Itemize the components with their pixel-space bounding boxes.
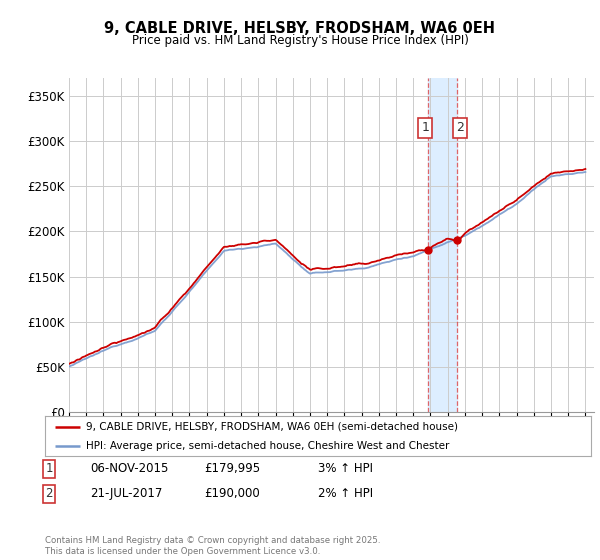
Text: 21-JUL-2017: 21-JUL-2017 — [90, 487, 163, 501]
Text: HPI: Average price, semi-detached house, Cheshire West and Chester: HPI: Average price, semi-detached house,… — [86, 441, 449, 450]
Text: £190,000: £190,000 — [204, 487, 260, 501]
Text: 1: 1 — [421, 122, 429, 134]
Text: 2: 2 — [456, 122, 464, 134]
Text: £179,995: £179,995 — [204, 462, 260, 475]
Text: Contains HM Land Registry data © Crown copyright and database right 2025.
This d: Contains HM Land Registry data © Crown c… — [45, 536, 380, 556]
Bar — [428, 78, 457, 412]
Text: 3% ↑ HPI: 3% ↑ HPI — [318, 462, 373, 475]
Text: 9, CABLE DRIVE, HELSBY, FRODSHAM, WA6 0EH: 9, CABLE DRIVE, HELSBY, FRODSHAM, WA6 0E… — [104, 21, 496, 36]
Text: 1: 1 — [46, 462, 53, 475]
Text: Price paid vs. HM Land Registry's House Price Index (HPI): Price paid vs. HM Land Registry's House … — [131, 34, 469, 46]
Text: 2: 2 — [46, 487, 53, 501]
Text: 06-NOV-2015: 06-NOV-2015 — [90, 462, 169, 475]
Text: 2% ↑ HPI: 2% ↑ HPI — [318, 487, 373, 501]
Text: 9, CABLE DRIVE, HELSBY, FRODSHAM, WA6 0EH (semi-detached house): 9, CABLE DRIVE, HELSBY, FRODSHAM, WA6 0E… — [86, 422, 458, 432]
